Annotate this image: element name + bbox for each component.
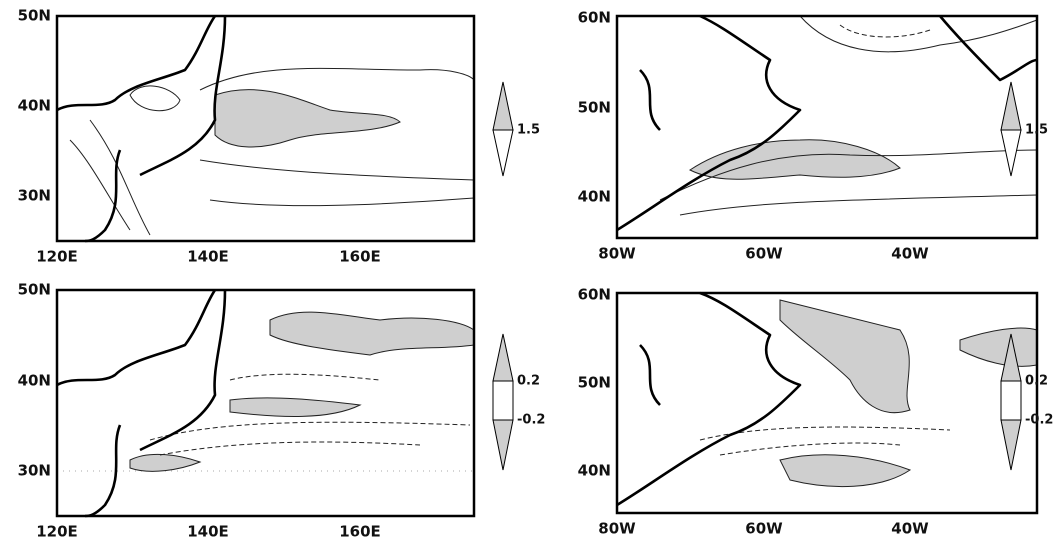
lon-label: 120E: [36, 248, 78, 266]
contour: [659, 149, 1038, 201]
colorbar-label: 1.5: [517, 123, 540, 138]
map-frame: [55, 288, 476, 518]
map-frame: [55, 14, 476, 243]
contour-negative: [229, 373, 381, 381]
contour: [199, 67, 475, 91]
shaded-region: [129, 453, 202, 472]
colorbar-segment: [492, 81, 514, 131]
coastline: [56, 289, 227, 518]
lat-label: 50N: [578, 374, 611, 392]
coastline: [56, 15, 227, 243]
colorbar-segment: [492, 129, 514, 177]
shaded-region: [214, 89, 401, 148]
colorbar: [1000, 81, 1022, 177]
lat-label: 50N: [18, 281, 51, 299]
shaded-region: [229, 397, 362, 417]
shaded-region: [779, 299, 911, 414]
lon-label: 160E: [339, 248, 381, 266]
lat-label: 40N: [18, 97, 51, 115]
coastline: [616, 291, 802, 507]
panel-map: [55, 14, 476, 243]
colorbar: [492, 333, 514, 471]
lon-label: 140E: [187, 523, 229, 541]
panel-map: [55, 288, 476, 518]
colorbar-label: -0.2: [517, 413, 545, 428]
lon-label: 80W: [598, 520, 636, 538]
contour: [799, 15, 1038, 53]
contour-negative: [699, 426, 951, 456]
shaded-region: [269, 311, 475, 356]
lat-label: 30N: [18, 462, 51, 480]
shaded-region: [779, 454, 912, 488]
contour-negative: [149, 421, 471, 456]
colorbar-label: -0.2: [1025, 413, 1053, 428]
colorbar-segment: [492, 419, 514, 471]
panel-map: [615, 14, 1039, 240]
lon-label: 40W: [891, 520, 929, 538]
lat-label: 40N: [18, 372, 51, 390]
lat-label: 60N: [578, 9, 611, 27]
panel-map: [615, 291, 1039, 515]
map-frame: [615, 291, 1039, 515]
lat-label: 50N: [18, 7, 51, 25]
contour: [199, 159, 475, 181]
contour: [69, 119, 151, 236]
shaded-region: [959, 327, 1038, 367]
colorbar-label: 1.5: [1025, 123, 1048, 138]
lat-label: 40N: [578, 462, 611, 480]
colorbar: [492, 81, 514, 177]
contour: [679, 194, 1038, 216]
colorbar-segment: [1000, 81, 1022, 131]
lon-label: 60W: [745, 245, 783, 263]
contour: [129, 85, 181, 112]
lat-label: 50N: [578, 99, 611, 117]
coastline: [616, 14, 1038, 232]
lon-label: 120E: [36, 523, 78, 541]
lat-label: 60N: [578, 286, 611, 304]
colorbar-segment: [492, 380, 514, 421]
lat-label: 40N: [578, 188, 611, 206]
colorbar: [1000, 333, 1022, 471]
colorbar-label: 0.2: [517, 374, 540, 389]
lat-label: 30N: [18, 187, 51, 205]
lon-label: 160E: [339, 523, 381, 541]
lon-label: 40W: [891, 245, 929, 263]
colorbar-segment: [492, 333, 514, 382]
lon-label: 140E: [187, 248, 229, 266]
map-frame: [615, 14, 1039, 240]
colorbar-segment: [1000, 380, 1022, 421]
lon-label: 60W: [745, 520, 783, 538]
lon-label: 80W: [598, 245, 636, 263]
colorbar-label: 0.2: [1025, 374, 1048, 389]
contour: [209, 197, 475, 207]
colorbar-segment: [1000, 129, 1022, 177]
colorbar-segment: [1000, 419, 1022, 471]
contour-negative: [839, 24, 931, 38]
